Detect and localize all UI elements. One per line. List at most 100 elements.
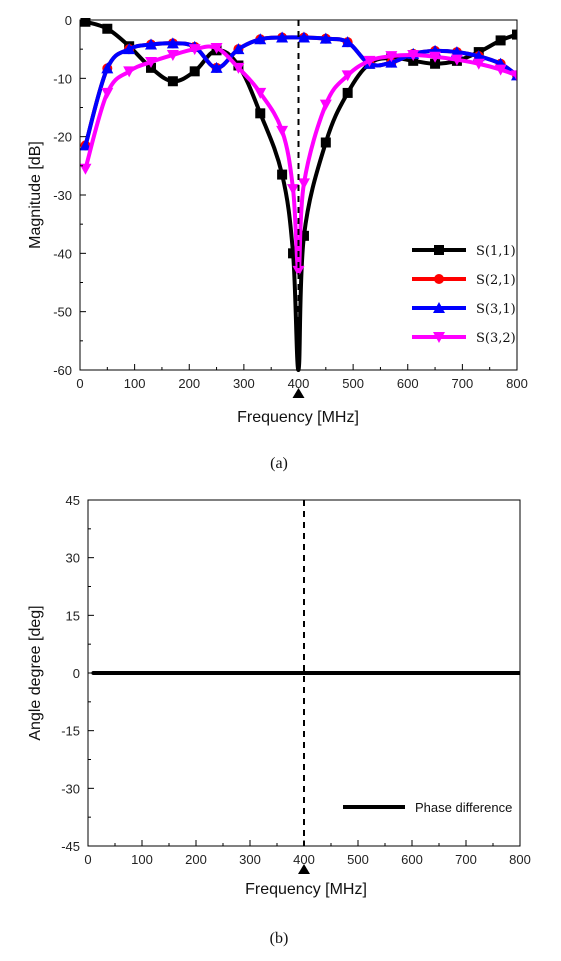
data-point xyxy=(341,70,354,82)
chart-a-marker-arrow xyxy=(292,388,305,398)
x-tick-label: 500 xyxy=(342,376,364,391)
y-tick-label: 0 xyxy=(65,13,72,28)
legend-label: S(1,1) xyxy=(476,244,516,259)
data-point xyxy=(385,51,398,63)
chart-b-y-axis-title: Angle degree [deg] xyxy=(27,605,44,740)
chart-a-series-layer xyxy=(80,18,517,372)
x-tick-label: 700 xyxy=(452,376,474,391)
y-tick-label: 30 xyxy=(66,551,80,566)
data-point xyxy=(80,163,92,175)
y-tick-label: -20 xyxy=(53,130,72,145)
data-point xyxy=(210,43,223,54)
series-line-3 xyxy=(83,35,517,148)
data-point xyxy=(254,33,267,45)
legend-marker xyxy=(433,332,445,343)
legend-label: Phase difference xyxy=(415,800,512,815)
x-tick-label: 100 xyxy=(124,376,146,391)
data-point xyxy=(298,230,309,241)
data-point xyxy=(450,54,463,66)
x-tick-label: 200 xyxy=(178,376,200,391)
data-point xyxy=(80,18,91,27)
data-point xyxy=(101,62,114,74)
x-tick-label: 0 xyxy=(76,376,83,391)
data-point xyxy=(288,248,299,259)
data-point xyxy=(319,32,332,44)
y-tick-label: -60 xyxy=(53,363,72,378)
x-tick-label: 800 xyxy=(506,376,528,391)
data-point xyxy=(232,43,245,55)
y-tick-label: -10 xyxy=(53,71,72,86)
x-tick-label: 300 xyxy=(239,852,261,867)
data-point xyxy=(512,29,517,40)
legend-label: S(3,1) xyxy=(476,302,516,317)
x-tick-label: 400 xyxy=(288,376,310,391)
chart-a-caption: (a) xyxy=(270,455,288,472)
x-tick-label: 600 xyxy=(397,376,419,391)
data-point xyxy=(276,31,289,43)
y-tick-label: -50 xyxy=(53,305,72,320)
chart-a: 0 100 200 300 400 500 600 700 800 0 -10 -20 -30 -40 -5… xyxy=(27,13,528,472)
data-point xyxy=(297,178,310,190)
data-point xyxy=(102,23,113,34)
data-point xyxy=(320,137,331,148)
chart-b: 0 100 200 300 400 500 600 700 800 45 30 15 0 -15 -30 -4… xyxy=(27,493,531,947)
chart-a-y-axis-title: Magnitude [dB] xyxy=(27,141,44,249)
data-point xyxy=(145,57,158,68)
data-point xyxy=(166,50,179,61)
chart-a-legend: S(1,1) S(2,1) S(3,1) S(3,2) xyxy=(412,244,516,346)
data-point xyxy=(472,50,485,62)
y-tick-label: -15 xyxy=(61,724,80,739)
chart-b-legend: Phase difference xyxy=(343,800,512,815)
data-point xyxy=(407,50,420,61)
data-point xyxy=(166,37,179,49)
data-point xyxy=(429,51,442,63)
data-point xyxy=(167,76,178,87)
y-tick-label: -30 xyxy=(53,188,72,203)
data-point xyxy=(188,44,201,56)
data-point xyxy=(287,184,300,196)
x-tick-label: 600 xyxy=(401,852,423,867)
data-point xyxy=(292,265,305,277)
data-point xyxy=(511,70,517,82)
y-tick-label: -45 xyxy=(61,839,80,854)
data-point xyxy=(123,43,136,55)
x-tick-label: 800 xyxy=(509,852,531,867)
data-point xyxy=(430,58,441,69)
data-point xyxy=(210,61,223,73)
chart-a-x-axis-title: Frequency [MHz] xyxy=(237,409,359,426)
data-point xyxy=(254,87,267,99)
series-line-4 xyxy=(83,44,517,273)
data-point xyxy=(342,87,353,98)
y-tick-label: 0 xyxy=(73,666,80,681)
x-tick-label: 400 xyxy=(293,852,315,867)
data-point xyxy=(123,66,136,78)
data-point xyxy=(495,35,506,46)
data-point xyxy=(319,99,332,111)
chart-b-marker-arrow xyxy=(298,864,310,874)
chart-b-x-axis-title: Frequency [MHz] xyxy=(245,881,367,898)
x-tick-label: 0 xyxy=(84,852,91,867)
data-point xyxy=(101,87,114,99)
legend-marker xyxy=(434,245,444,255)
data-point xyxy=(494,64,507,76)
data-point xyxy=(145,38,158,50)
data-point xyxy=(80,139,92,151)
data-point xyxy=(297,31,310,43)
y-tick-label: -30 xyxy=(61,781,80,796)
data-point xyxy=(255,108,266,119)
x-tick-label: 300 xyxy=(233,376,255,391)
legend-marker xyxy=(434,274,444,284)
x-tick-label: 700 xyxy=(455,852,477,867)
data-point xyxy=(232,62,245,74)
data-point xyxy=(189,66,200,77)
legend-marker xyxy=(433,302,445,313)
x-tick-label: 200 xyxy=(185,852,207,867)
legend-label: S(3,2) xyxy=(476,331,516,346)
data-point xyxy=(450,46,463,58)
data-point xyxy=(341,36,354,48)
y-tick-label: 15 xyxy=(66,608,80,623)
chart-b-caption: (b) xyxy=(270,930,289,947)
data-point xyxy=(472,58,485,70)
x-tick-label: 500 xyxy=(347,852,369,867)
